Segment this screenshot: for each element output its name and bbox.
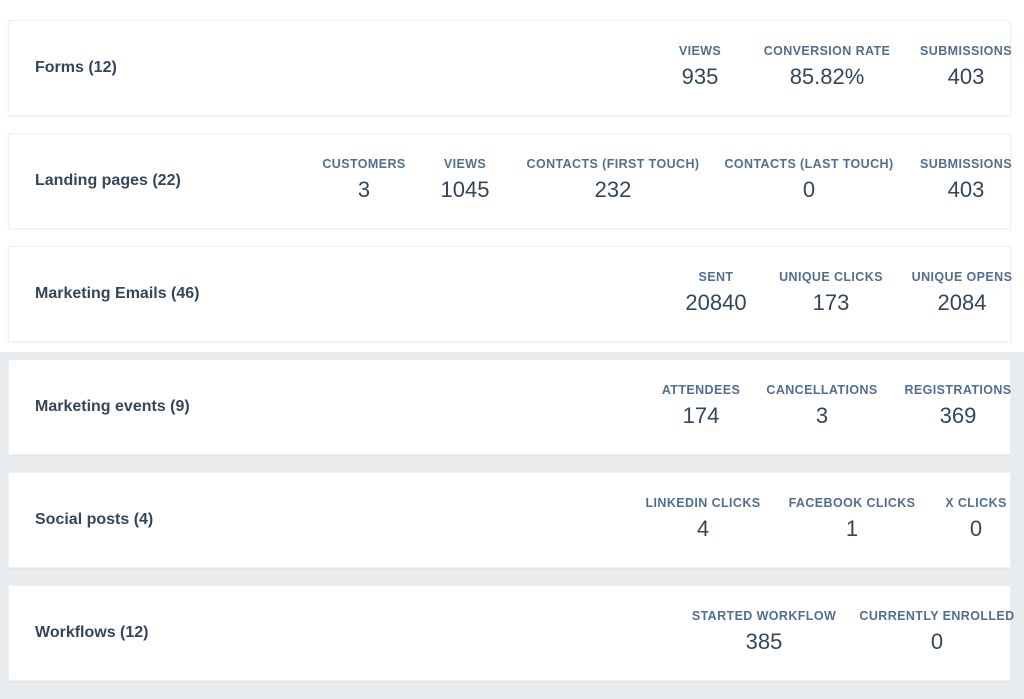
metric-label: CONTACTS (FIRST TOUCH) <box>526 157 700 171</box>
metric-label: FACEBOOK CLICKS <box>788 496 916 510</box>
metric-registrations: REGISTRATIONS 369 <box>904 382 1011 429</box>
metric-cancellations: CANCELLATIONS 3 <box>766 382 877 429</box>
metric-label: CANCELLATIONS <box>766 383 878 397</box>
metric-attendees: ATTENDEES 174 <box>662 382 740 429</box>
card-marketing-events[interactable]: Marketing events (9) ATTENDEES 174 CANCE… <box>8 359 1011 455</box>
metric-views: VIEWS 935 <box>679 43 721 90</box>
metric-value: 0 <box>969 516 983 541</box>
metric-label: VIEWS <box>443 157 487 171</box>
metric-label: REGISTRATIONS <box>904 383 1012 397</box>
metric-unique-opens: UNIQUE OPENS 2084 <box>912 269 1013 316</box>
metric-value: 1045 <box>440 177 490 202</box>
metric-value: 0 <box>930 629 944 654</box>
metric-label: UNIQUE CLICKS <box>779 270 883 284</box>
metric-value: 385 <box>745 629 783 654</box>
metric-unique-clicks: UNIQUE CLICKS 173 <box>779 269 883 316</box>
metric-customers: CUSTOMERS 3 <box>322 156 405 203</box>
metric-facebook-clicks: FACEBOOK CLICKS 1 <box>789 495 916 542</box>
metric-value: 1 <box>845 516 859 541</box>
metric-value: 85.82% <box>789 64 865 89</box>
metric-conversion-rate: CONVERSION RATE 85.82% <box>764 43 891 90</box>
card-title: Landing pages (22) <box>35 172 181 189</box>
metric-value: 2084 <box>937 290 987 315</box>
metric-started-workflow: STARTED WORKFLOW 385 <box>692 608 836 655</box>
metric-contacts-last-touch: CONTACTS (LAST TOUCH) 0 <box>724 156 893 203</box>
card-title: Forms (12) <box>35 59 117 76</box>
metric-label: STARTED WORKFLOW <box>691 609 837 623</box>
card-title: Workflows (12) <box>35 624 149 641</box>
card-social-posts[interactable]: Social posts (4) LINKEDIN CLICKS 4 FACEB… <box>8 472 1011 568</box>
metric-label: ATTENDEES <box>661 383 741 397</box>
metric-value: 174 <box>682 403 720 428</box>
metric-value: 3 <box>357 177 371 202</box>
metric-label: X CLICKS <box>945 496 1007 510</box>
metric-value: 403 <box>947 177 985 202</box>
metric-label: SENT <box>698 270 734 284</box>
metric-sent: SENT 20840 <box>685 269 746 316</box>
metric-value: 4 <box>696 516 710 541</box>
metric-value: 20840 <box>685 290 747 315</box>
metric-value: 232 <box>594 177 632 202</box>
metric-value: 403 <box>947 64 985 89</box>
card-title: Social posts (4) <box>35 511 154 528</box>
metric-value: 3 <box>815 403 829 428</box>
card-title: Marketing Emails (46) <box>35 285 200 302</box>
metric-contacts-first-touch: CONTACTS (FIRST TOUCH) 232 <box>527 156 700 203</box>
metric-value: 935 <box>681 64 719 89</box>
card-landing-pages[interactable]: Landing pages (22) CUSTOMERS 3 VIEWS 104… <box>8 133 1012 229</box>
card-workflows[interactable]: Workflows (12) STARTED WORKFLOW 385 CURR… <box>8 585 1014 681</box>
metric-linkedin-clicks: LINKEDIN CLICKS 4 <box>645 495 760 542</box>
metric-views: VIEWS 1045 <box>441 156 490 203</box>
metric-x-clicks: X CLICKS 0 <box>945 495 1007 542</box>
metric-label: CURRENTLY ENROLLED <box>859 609 1015 623</box>
metric-label: CONTACTS (LAST TOUCH) <box>724 157 894 171</box>
metric-label: SUBMISSIONS <box>920 157 1012 171</box>
metric-label: CONVERSION RATE <box>763 44 891 58</box>
metric-submissions: SUBMISSIONS 403 <box>920 43 1012 90</box>
metric-submissions: SUBMISSIONS 403 <box>920 156 1012 203</box>
metric-label: VIEWS <box>678 44 722 58</box>
metric-value: 369 <box>939 403 977 428</box>
metric-currently-enrolled: CURRENTLY ENROLLED 0 <box>859 608 1014 655</box>
metric-value: 0 <box>802 177 816 202</box>
card-marketing-emails[interactable]: Marketing Emails (46) SENT 20840 UNIQUE … <box>8 246 1013 342</box>
metric-label: UNIQUE OPENS <box>911 270 1013 284</box>
card-forms[interactable]: Forms (12) VIEWS 935 CONVERSION RATE 85.… <box>8 20 1012 116</box>
metric-label: SUBMISSIONS <box>920 44 1012 58</box>
metric-value: 173 <box>812 290 850 315</box>
metric-label: CUSTOMERS <box>322 157 406 171</box>
card-title: Marketing events (9) <box>35 398 190 415</box>
metric-label: LINKEDIN CLICKS <box>645 496 761 510</box>
